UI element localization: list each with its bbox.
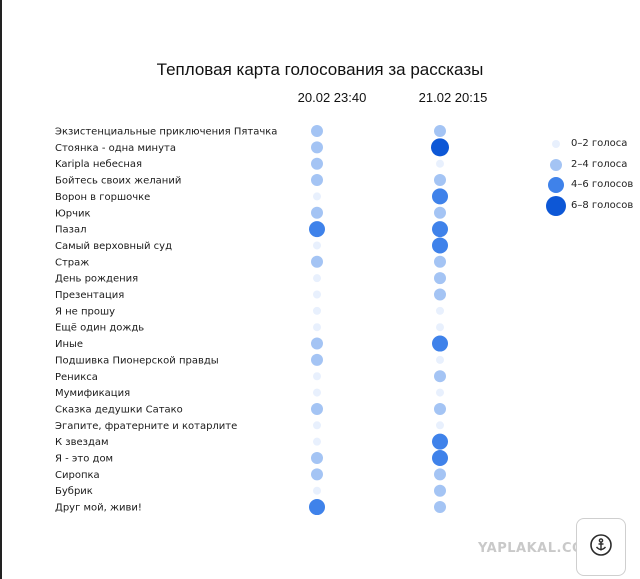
- legend-label-6-8: 6–8 голосов: [571, 200, 634, 212]
- heatmap-dot: [311, 174, 323, 187]
- heatmap-dot: [311, 402, 323, 415]
- row-label: Друг мой, живи!: [55, 503, 142, 514]
- legend-dot-4-6: [548, 177, 564, 194]
- heatmap-dot: [434, 174, 446, 187]
- row-label: Ворон в горшочке: [55, 192, 150, 203]
- heatmap-dot: [436, 323, 444, 332]
- heatmap-dot: [311, 141, 323, 154]
- heatmap-dot: [436, 159, 444, 168]
- heatmap-dot: [434, 402, 446, 415]
- chart-title: Тепловая карта голосования за рассказы: [156, 60, 484, 79]
- heatmap-dot: [311, 337, 323, 350]
- heatmap-dot: [311, 157, 323, 170]
- heatmap-dot: [434, 206, 446, 219]
- heatmap-dot: [434, 272, 446, 285]
- row-label: Ещё один дождь: [55, 323, 144, 334]
- heatmap-dot: [313, 486, 321, 495]
- row-label: Бойтесь своих желаний: [55, 176, 181, 187]
- heatmap-dot: [432, 221, 448, 238]
- row-label: Стоянка - одна минута: [55, 143, 176, 154]
- heatmap-dot: [434, 125, 446, 137]
- legend-dot-0-2: [552, 140, 560, 148]
- row-label: Иные: [55, 339, 83, 350]
- heatmap-dot: [434, 501, 446, 514]
- row-label: Пазал: [55, 225, 86, 236]
- heatmap-dot: [434, 468, 446, 481]
- heatmap-dot: [431, 138, 449, 157]
- heatmap-dot: [313, 274, 321, 283]
- heatmap-dot: [434, 255, 446, 268]
- heatmap-dot: [309, 499, 325, 516]
- heatmap-dot: [313, 290, 321, 299]
- heatmap-dot: [436, 388, 444, 397]
- heatmap-dot: [313, 192, 321, 201]
- row-label: Я не прошу: [55, 306, 115, 317]
- anchor-icon: [590, 534, 612, 556]
- heatmap-dot: [432, 188, 448, 205]
- heatmap-dot: [311, 353, 323, 366]
- heatmap-dot: [313, 241, 321, 250]
- legend-label-4-6: 4–6 голосов: [571, 179, 634, 191]
- row-label: Страж: [55, 257, 89, 268]
- row-label: Мумификация: [55, 388, 130, 399]
- heatmap-dot: [311, 206, 323, 219]
- heatmap-dot: [436, 421, 444, 430]
- row-label: День рождения: [55, 274, 138, 285]
- heatmap-dot: [311, 255, 323, 268]
- row-label: Бубрик: [55, 486, 93, 497]
- heatmap-dot: [436, 355, 444, 364]
- watermark: YAPLAKAL.COM: [478, 541, 597, 556]
- heatmap-dot: [313, 306, 321, 315]
- corner-button[interactable]: [576, 518, 626, 576]
- heatmap-dot: [313, 388, 321, 397]
- heatmap-dot: [432, 237, 448, 254]
- row-label: К звездам: [55, 437, 109, 448]
- row-label: Презентация: [55, 290, 124, 301]
- row-label: Реникса: [55, 372, 98, 383]
- left-border-line: [0, 0, 2, 579]
- legend-label-0-2: 0–2 голоса: [571, 138, 628, 149]
- heatmap-dot: [432, 433, 448, 450]
- heatmap-dot: [436, 306, 444, 315]
- row-label: Я - это дом: [55, 454, 113, 465]
- heatmap-dot: [432, 335, 448, 352]
- heatmap-dot: [313, 372, 321, 381]
- row-label: Самый верховный суд: [55, 241, 172, 252]
- heatmap-dot: [311, 125, 323, 137]
- heatmap-dot: [309, 221, 325, 238]
- legend-dot-2-4: [550, 158, 562, 171]
- heatmap-dot: [313, 421, 321, 430]
- heatmap-dot: [313, 437, 321, 446]
- heatmap-dot: [311, 452, 323, 464]
- row-label: Сиропка: [55, 470, 100, 481]
- heatmap-dot: [434, 288, 446, 301]
- heatmap-dot: [313, 323, 321, 332]
- legend-label-2-4: 2–4 голоса: [571, 158, 628, 170]
- row-label: Экзистенциальные приключения Пятачка: [55, 127, 277, 138]
- row-label: Сказка дедушки Сатако: [55, 404, 183, 415]
- heatmap-dot: [432, 450, 448, 466]
- heatmap-dot: [434, 370, 446, 383]
- row-label: Karipla небесная: [55, 159, 142, 170]
- column-header-1: 20.02 23:40: [297, 90, 367, 105]
- row-label: Подшивка Пионерской правды: [55, 355, 219, 366]
- heatmap-dot: [311, 468, 323, 481]
- row-label: Юрчик: [55, 208, 91, 219]
- legend-dot-6-8: [546, 196, 566, 217]
- row-label: Эгапите, фратерните и котарлите: [55, 421, 237, 432]
- column-header-2: 21.02 20:15: [418, 90, 488, 105]
- heatmap-dot: [434, 484, 446, 497]
